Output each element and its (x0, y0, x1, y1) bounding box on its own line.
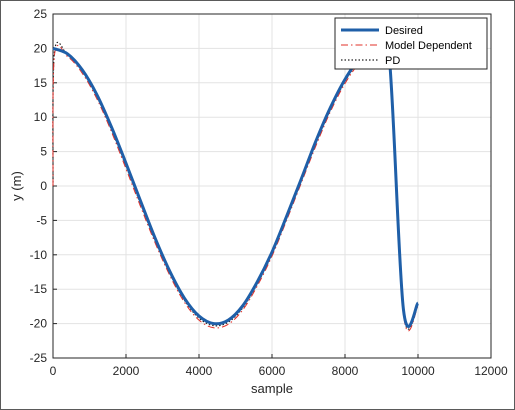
legend: Desired Model Dependent PD (334, 17, 488, 70)
x-tick-label: 8000 (332, 364, 359, 378)
series-line-pd (52, 33, 419, 330)
y-tick-label: 25 (34, 7, 48, 21)
x-tick-label: 6000 (259, 364, 286, 378)
y-tick-label: 0 (40, 179, 47, 193)
y-tick-label: -5 (36, 213, 47, 227)
series-line-model-dependent (52, 35, 419, 332)
y-tick-label: 20 (34, 41, 48, 55)
x-tick-label: 2000 (113, 364, 140, 378)
y-tick-label: 15 (34, 76, 48, 90)
x-tick-label: 0 (50, 364, 57, 378)
legend-box (334, 17, 488, 70)
legend-label: Desired (385, 25, 423, 37)
legend-label: Model Dependent (385, 40, 472, 52)
legend-label: PD (385, 55, 400, 67)
x-tick-label: 12000 (474, 364, 508, 378)
y-tick-label: -20 (30, 317, 48, 331)
series-lines (52, 30, 420, 332)
x-tick-label: 10000 (401, 364, 435, 378)
y-tick-label: -15 (30, 282, 48, 296)
y-tick-label: -10 (30, 248, 48, 262)
ticks: 0 2000 4000 6000 8000 10000 12000 -25 -20 -15 -10 -… (30, 7, 508, 378)
y-axis-label: y (m) (9, 171, 24, 201)
series-line-desired (52, 30, 420, 328)
x-axis-label: sample (251, 381, 293, 396)
x-tick-label: 4000 (186, 364, 213, 378)
y-tick-label: 5 (40, 145, 47, 159)
y-tick-label: -25 (30, 351, 48, 365)
y-tick-label: 10 (34, 110, 48, 124)
